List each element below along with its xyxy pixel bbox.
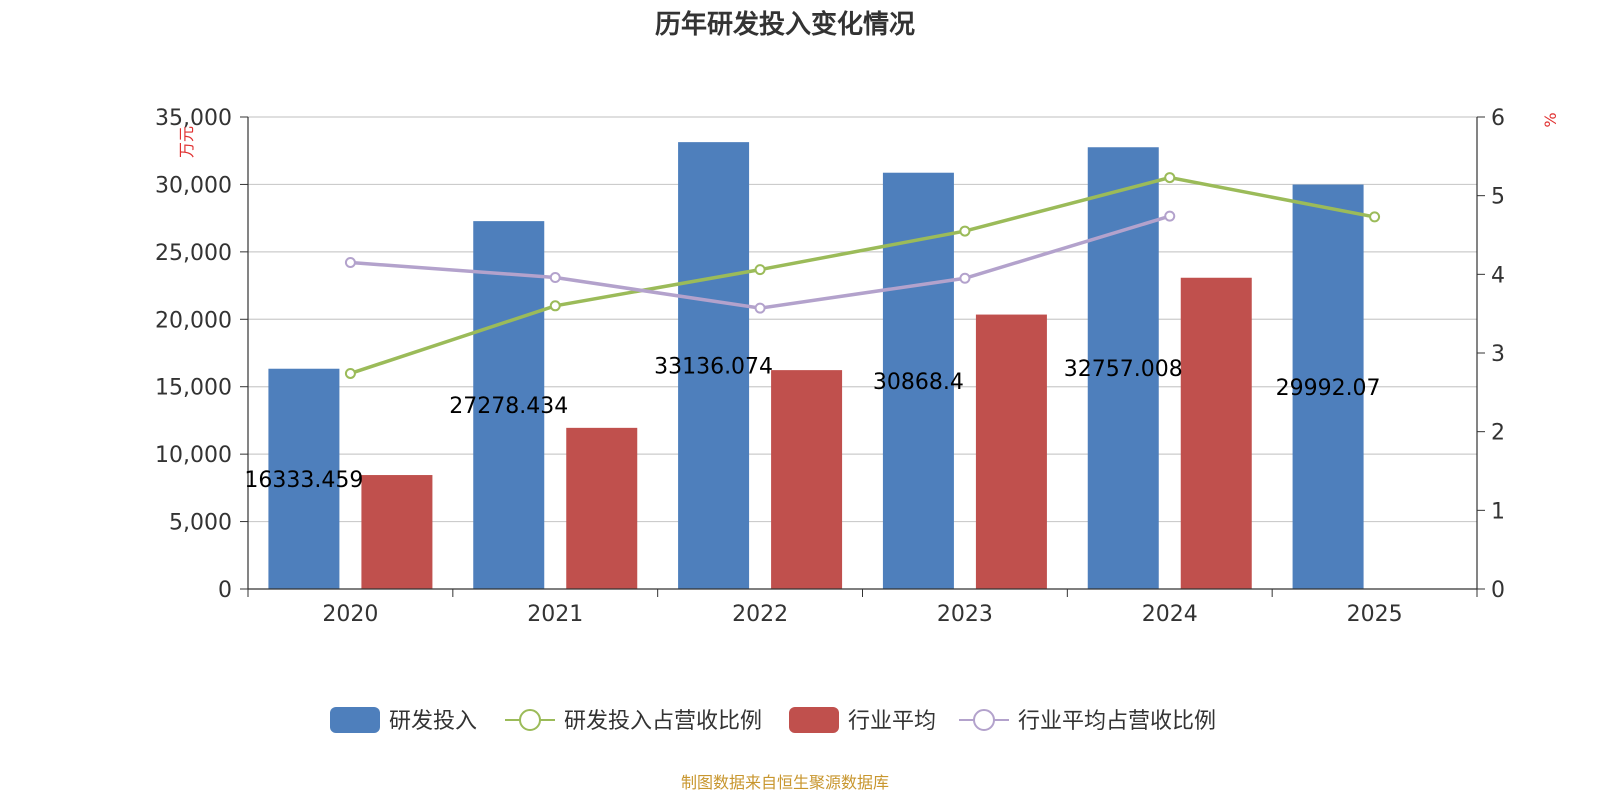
left-axis-unit: 万元 bbox=[177, 126, 196, 158]
bar-value-label: 30868.4 bbox=[873, 370, 964, 395]
left-axis-tick-label: 30,000 bbox=[155, 173, 232, 198]
point-研发投入占营收比例 bbox=[1369, 211, 1381, 223]
legend-item: 行业平均 bbox=[789, 707, 936, 734]
bar-研发投入 bbox=[268, 368, 340, 589]
x-axis-tick-label: 2020 bbox=[322, 602, 378, 627]
chart-title: 历年研发投入变化情况 bbox=[655, 9, 915, 40]
bar-研发投入 bbox=[1087, 147, 1159, 589]
legend-label: 行业平均占营收比例 bbox=[1018, 709, 1216, 734]
value-labels: 16333.459 27278.434 33136.074 30868.4 32757.… bbox=[244, 355, 1380, 493]
right-axis-tick-label: 5 bbox=[1491, 185, 1505, 210]
legend-marker bbox=[973, 709, 995, 731]
left-axis-tick-label: 25,000 bbox=[155, 241, 232, 266]
right-axis-tick-label: 6 bbox=[1491, 106, 1505, 131]
left-axis-tick-label: 15,000 bbox=[155, 376, 232, 401]
line-研发投入占营收比例 bbox=[349, 175, 1375, 376]
point-行业平均占营收比例 bbox=[959, 272, 971, 284]
legend-swatch bbox=[330, 707, 380, 733]
bar-value-label: 16333.459 bbox=[244, 468, 363, 493]
axes: 0 5,000 10,000 15,000 20,000 25,000 30,000 35,0… bbox=[155, 106, 1505, 627]
bars bbox=[268, 142, 1364, 590]
left-axis-tick-label: 35,000 bbox=[155, 106, 232, 131]
right-axis-tick-label: 0 bbox=[1491, 578, 1505, 603]
left-axis-tick-label: 5,000 bbox=[169, 511, 232, 536]
bar-value-label: 32757.008 bbox=[1064, 357, 1183, 382]
right-axis-tick-label: 1 bbox=[1491, 499, 1505, 524]
point-研发投入占营收比例 bbox=[959, 225, 971, 237]
legend-item: 研发投入占营收比例 bbox=[505, 709, 762, 734]
legend-label: 行业平均 bbox=[848, 709, 936, 734]
point-行业平均占营收比例 bbox=[1164, 210, 1176, 222]
legend-swatch bbox=[789, 707, 839, 733]
legend-label: 研发投入 bbox=[389, 709, 477, 734]
bar-行业平均 bbox=[975, 314, 1047, 589]
bar-value-label: 29992.07 bbox=[1276, 376, 1381, 401]
left-axis-tick-label: 10,000 bbox=[155, 443, 232, 468]
legend-label: 研发投入占营收比例 bbox=[564, 709, 762, 734]
right-axis-tick-label: 2 bbox=[1491, 421, 1505, 446]
x-axis-tick-label: 2022 bbox=[732, 602, 788, 627]
right-axis-tick-label: 3 bbox=[1491, 342, 1505, 367]
point-行业平均占营收比例 bbox=[754, 302, 766, 314]
x-axis-tick-label: 2024 bbox=[1142, 602, 1198, 627]
point-研发投入占营收比例 bbox=[754, 264, 766, 276]
bar-行业平均 bbox=[361, 475, 433, 589]
bar-value-label: 33136.074 bbox=[654, 355, 773, 380]
bar-研发投入 bbox=[473, 221, 545, 589]
right-axis-unit: % bbox=[1541, 112, 1560, 127]
left-axis-tick-label: 0 bbox=[218, 578, 232, 603]
legend-item: 研发投入 bbox=[330, 707, 477, 734]
point-研发投入占营收比例 bbox=[1164, 172, 1176, 184]
x-axis-tick-label: 2021 bbox=[527, 602, 583, 627]
legend-item: 行业平均占营收比例 bbox=[959, 709, 1216, 734]
bar-研发投入 bbox=[882, 172, 954, 589]
bar-行业平均 bbox=[1180, 277, 1252, 589]
bar-value-label: 27278.434 bbox=[449, 394, 568, 419]
left-axis-tick-label: 20,000 bbox=[155, 308, 232, 333]
right-axis-tick-label: 4 bbox=[1491, 263, 1505, 288]
bar-研发投入 bbox=[678, 142, 750, 590]
point-研发投入占营收比例 bbox=[344, 367, 356, 379]
point-行业平均占营收比例 bbox=[549, 271, 561, 283]
bar-行业平均 bbox=[566, 427, 638, 589]
source-note: 制图数据来自恒生聚源数据库 bbox=[681, 773, 889, 792]
lines bbox=[344, 172, 1381, 379]
point-行业平均占营收比例 bbox=[344, 257, 356, 269]
x-axis-tick-label: 2023 bbox=[937, 602, 993, 627]
x-axis-tick-label: 2025 bbox=[1347, 602, 1403, 627]
bar-研发投入 bbox=[1292, 184, 1364, 589]
legend-marker bbox=[519, 709, 541, 731]
bar-行业平均 bbox=[771, 370, 843, 589]
point-研发投入占营收比例 bbox=[549, 300, 561, 312]
legend: 研发投入 研发投入占营收比例 行业平均 行业平均占营收比例 bbox=[330, 707, 1216, 734]
